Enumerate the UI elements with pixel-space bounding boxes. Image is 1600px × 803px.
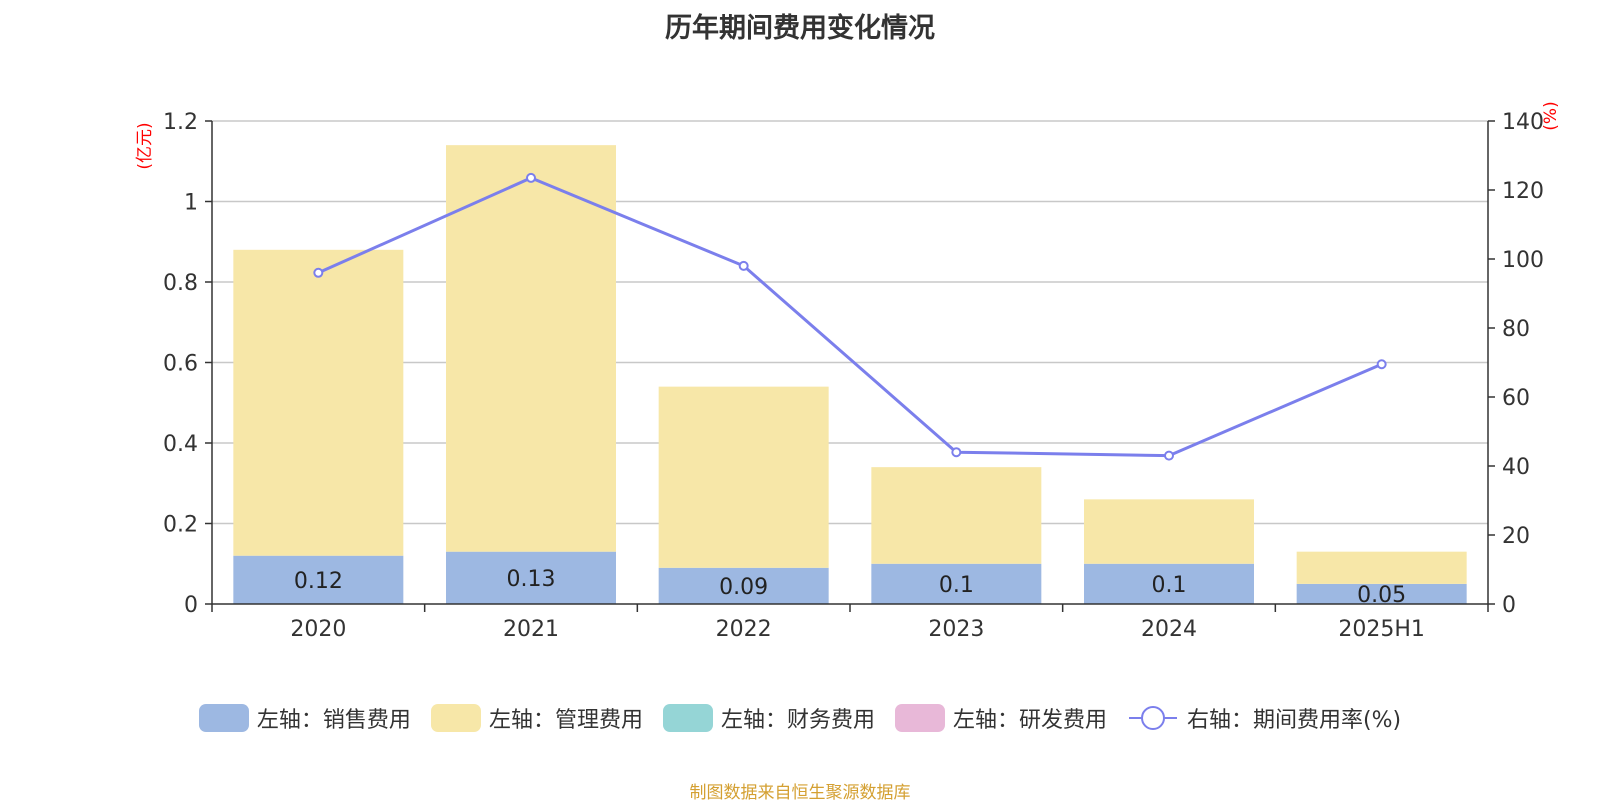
x-tick-label: 2020 [290, 617, 346, 642]
right-tick-label: 20 [1502, 524, 1530, 549]
rate-point [738, 260, 749, 271]
right-tick-label: 80 [1502, 317, 1530, 342]
legend-label: 左轴：财务费用 [720, 708, 875, 733]
legend-swatch [430, 704, 481, 732]
left-axis-unit: (亿元) [135, 122, 155, 169]
left-tick-label: 0.2 [163, 513, 198, 538]
bar-sales [871, 563, 1042, 604]
bar-data-label: 0.1 [939, 573, 974, 598]
legend-rd[interactable]: 左轴：研发费用 [894, 702, 1107, 734]
bar-sales [1084, 563, 1254, 604]
legend-marker [1140, 706, 1165, 730]
bar-data-label: 0.12 [294, 569, 343, 594]
legend-sales[interactable]: 左轴：销售费用 [198, 702, 411, 734]
rate-line [313, 172, 1387, 461]
bar-data-label: 0.09 [719, 575, 768, 600]
legend-label: 左轴：研发费用 [952, 708, 1107, 733]
legend: 左轴：销售费用 左轴：管理费用 左轴：财务费用 左轴：研发费用 右轴：期间费用率(%) [0, 702, 1600, 734]
legend-label: 右轴：期间费用率(%) [1186, 708, 1402, 733]
right-tick-label: 60 [1502, 386, 1530, 411]
legend-swatch [662, 704, 713, 732]
bars [233, 145, 1467, 604]
bar-sales [1296, 583, 1467, 604]
legend-admin[interactable]: 左轴：管理费用 [430, 702, 643, 734]
source-note: 制图数据来自恒生聚源数据库 [689, 783, 911, 803]
right-tick-label: 0 [1502, 593, 1516, 618]
left-tick-label: 1 [184, 191, 198, 216]
bar-sales [658, 567, 829, 604]
x-tick-label: 2022 [716, 617, 772, 642]
left-tick-label: 0.8 [163, 271, 198, 296]
legend-swatch [894, 704, 945, 732]
legend-label: 左轴：销售费用 [256, 708, 411, 733]
bar-sales [233, 555, 404, 604]
left-tick-label: 0.4 [163, 432, 198, 457]
legend-line-symbol [1128, 706, 1177, 730]
legend-rate[interactable]: 右轴：期间费用率(%) [1127, 702, 1401, 734]
grid-lines [212, 120, 1488, 525]
right-tick-label: 40 [1502, 455, 1530, 480]
rate-line-path [317, 176, 1383, 458]
x-tick-label: 2021 [503, 617, 559, 642]
right-tick-label: 100 [1502, 248, 1544, 273]
bar-data-label: 0.13 [507, 567, 556, 592]
bar-admin [446, 145, 616, 552]
data-labels: 0.12 0.13 0.09 0.1 0.1 0.05 [294, 567, 1406, 608]
bar-admin [1084, 499, 1254, 564]
right-tick-label: 120 [1502, 179, 1544, 204]
bar-data-label: 0.1 [1152, 573, 1187, 598]
bar-admin [1296, 551, 1467, 584]
bar-data-label: 0.05 [1357, 583, 1406, 608]
legend-finance[interactable]: 左轴：财务费用 [662, 702, 875, 734]
chart-title: 历年期间费用变化情况 [665, 13, 935, 44]
left-tick-label: 0 [184, 593, 198, 618]
rate-point [313, 267, 324, 278]
legend-label: 左轴：管理费用 [488, 708, 643, 733]
left-tick-label: 1.2 [163, 110, 198, 135]
x-tick-label: 2025H1 [1338, 617, 1425, 642]
axes: 0 0.2 0.4 0.6 0.8 1 1.2 0 20 40 60 80 100 120 140 2020 2… [163, 110, 1544, 642]
rate-point [1164, 450, 1174, 461]
bar-sales [446, 551, 616, 604]
legend-swatch [198, 704, 249, 732]
rate-point [1376, 359, 1387, 370]
bar-admin [871, 467, 1042, 564]
rate-point [526, 172, 536, 183]
x-tick-label: 2023 [928, 617, 984, 642]
right-axis-unit: (%) [1541, 101, 1561, 130]
x-tick-label: 2024 [1141, 617, 1197, 642]
rate-point [951, 447, 962, 458]
bar-admin [658, 386, 829, 568]
bar-admin [233, 249, 404, 556]
right-tick-label: 140 [1502, 110, 1544, 135]
left-tick-label: 0.6 [163, 352, 198, 377]
